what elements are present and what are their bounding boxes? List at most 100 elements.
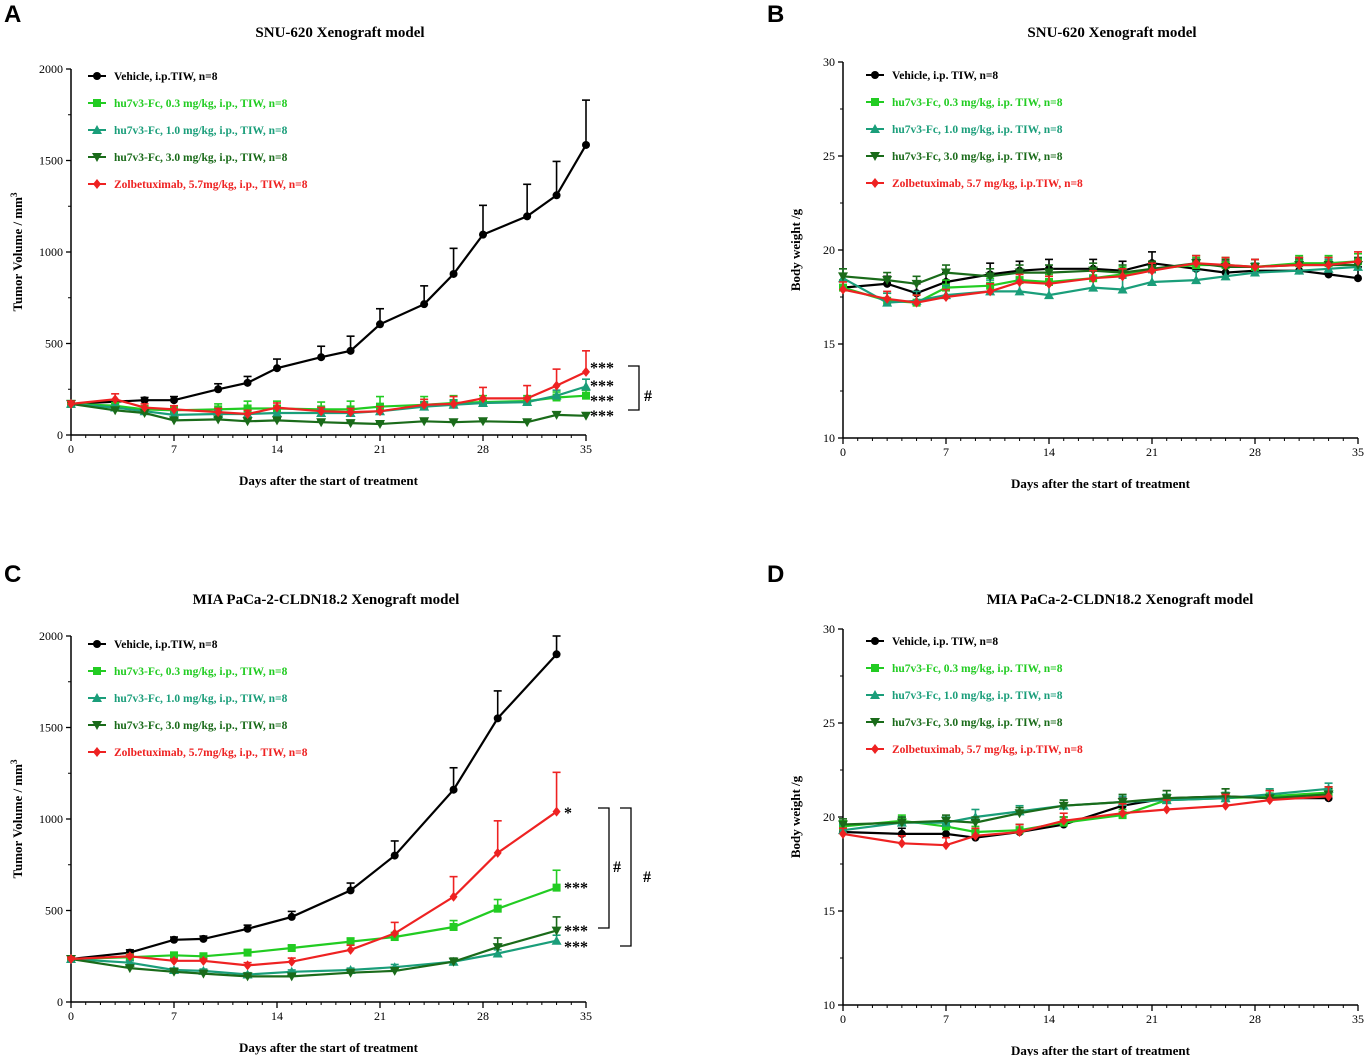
- data-point: [243, 404, 252, 413]
- y-axis-label-superscript: 3: [9, 192, 19, 197]
- data-point: [140, 402, 149, 413]
- x-tick-label: 0: [840, 1012, 846, 1026]
- legend-label: Zolbetuximab, 5.7 mg/kg, i.p.TIW, n=8: [892, 744, 1083, 756]
- legend-label: hu7v3-Fc, 1.0 mg/kg, i.p. TIW, n=8: [892, 690, 1063, 702]
- series-0: [67, 635, 561, 963]
- significance-hash: #: [643, 869, 651, 886]
- data-point: [420, 399, 429, 410]
- y-tick-label: 2000: [39, 629, 63, 643]
- y-tick-label: 500: [45, 904, 63, 918]
- data-point: [523, 393, 532, 404]
- significance-stars: ***: [590, 378, 614, 395]
- y-tick-label: 20: [823, 810, 835, 824]
- x-tick-label: 35: [580, 442, 592, 456]
- series-line: [70, 385, 587, 417]
- legend-marker: [93, 179, 101, 189]
- data-point: [346, 944, 355, 955]
- legend-marker: [870, 718, 880, 727]
- data-point: [1162, 804, 1171, 815]
- series-0: [67, 99, 590, 408]
- series-line: [70, 402, 587, 426]
- data-point: [389, 966, 400, 976]
- chart-panel-b: B SNU-620 Xenograft model 10 15 20 25 30 0 7 14 21…: [767, 1, 1364, 491]
- data-point: [1250, 267, 1260, 277]
- data-point: [1015, 276, 1024, 287]
- legend-label: Vehicle, i.p.TIW, n=8: [114, 639, 218, 651]
- data-point: [1294, 265, 1305, 275]
- x-tick-label: 21: [1146, 1012, 1158, 1026]
- data-point: [985, 272, 996, 282]
- data-point: [1295, 260, 1304, 271]
- y-axis-label-text: Body weight /g: [788, 775, 803, 858]
- data-point: [986, 286, 995, 297]
- significance-stars: ***: [564, 880, 588, 897]
- x-tick-label: 7: [943, 1012, 949, 1026]
- legend-label: hu7v3-Fc, 0.3 mg/kg, i.p. TIW, n=8: [892, 663, 1063, 675]
- legend-marker: [92, 153, 102, 162]
- data-point: [551, 410, 562, 420]
- x-axis-label: Days after the start of treatment: [239, 1040, 419, 1055]
- data-point: [199, 955, 208, 966]
- data-point: [1221, 260, 1230, 271]
- y-tick-label: 0: [57, 428, 63, 442]
- legend-marker: [93, 747, 101, 757]
- legend-marker: [92, 125, 102, 134]
- x-tick-label: 14: [271, 1009, 283, 1023]
- data-point: [942, 829, 950, 838]
- data-point: [390, 851, 399, 860]
- data-point: [1059, 815, 1068, 826]
- data-point: [1324, 791, 1333, 802]
- series-line: [70, 370, 587, 416]
- data-point: [419, 417, 430, 427]
- data-point: [243, 924, 252, 933]
- y-tick-label: 25: [823, 716, 835, 730]
- series-line: [842, 260, 1359, 304]
- legend-label: Zolbetuximab, 5.7mg/kg, i.p., TIW, n=8: [114, 179, 308, 191]
- data-point: [273, 364, 281, 373]
- significance-stars: ***: [590, 408, 614, 425]
- data-point: [390, 928, 399, 939]
- data-point: [170, 396, 178, 405]
- data-point: [317, 353, 326, 362]
- legend-marker: [93, 99, 101, 107]
- legend-label: hu7v3-Fc, 0.3 mg/kg, i.p. TIW, n=8: [892, 97, 1063, 109]
- data-point: [1265, 795, 1274, 806]
- data-point: [243, 960, 252, 971]
- data-point: [1045, 278, 1053, 289]
- y-axis-label: Tumor Volume / mm3: [9, 192, 25, 312]
- series-line: [70, 810, 558, 967]
- y-tick-label: 1000: [39, 245, 63, 259]
- significance-hash: #: [644, 388, 652, 405]
- data-point: [522, 418, 533, 428]
- x-tick-label: 7: [171, 1009, 177, 1023]
- data-point: [523, 212, 532, 221]
- legend-label: hu7v3-Fc, 0.3 mg/kg, i.p., TIW, n=8: [114, 666, 288, 678]
- significance-bracket-outer: [620, 807, 632, 947]
- legend-marker: [92, 693, 102, 702]
- y-tick-label: 20: [823, 243, 835, 257]
- data-point: [479, 393, 487, 404]
- data-point: [581, 381, 591, 391]
- data-point: [448, 418, 459, 428]
- series-line: [842, 787, 1329, 832]
- data-point: [552, 191, 561, 200]
- data-point: [897, 838, 906, 849]
- data-point: [941, 816, 951, 826]
- x-tick-label: 35: [580, 1009, 592, 1023]
- data-point: [272, 416, 282, 426]
- x-tick-label: 28: [477, 1009, 489, 1023]
- significance-annotations-c: **********##: [564, 805, 651, 956]
- data-point: [839, 284, 847, 295]
- data-point: [1147, 276, 1157, 286]
- data-point: [1044, 290, 1054, 300]
- significance-stars: ***: [564, 939, 588, 956]
- legend-label: hu7v3-Fc, 3.0 mg/kg, i.p. TIW, n=8: [892, 151, 1063, 163]
- data-point: [449, 785, 458, 794]
- y-tick-label: 1000: [39, 812, 63, 826]
- series-3: [66, 399, 591, 430]
- x-tick-label: 21: [374, 1009, 386, 1023]
- legend-marker: [871, 744, 879, 754]
- data-point: [582, 366, 590, 377]
- significance-stars: ***: [564, 923, 588, 940]
